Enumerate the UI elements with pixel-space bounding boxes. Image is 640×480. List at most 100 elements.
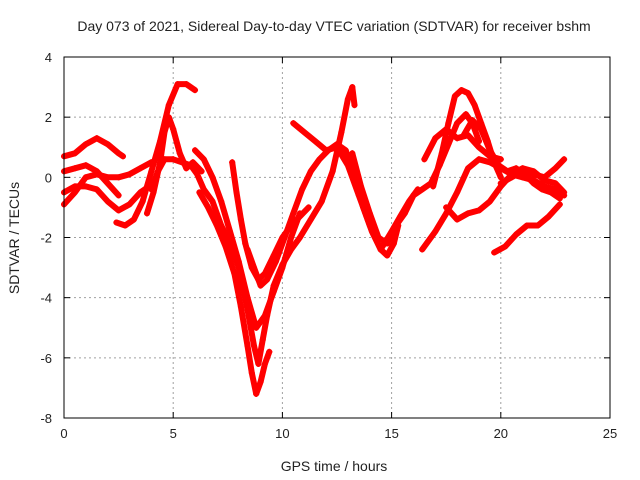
data-point bbox=[545, 213, 552, 220]
data-point bbox=[338, 129, 345, 136]
data-point bbox=[154, 168, 161, 175]
data-point bbox=[104, 198, 111, 205]
data-point bbox=[170, 156, 177, 163]
data-point bbox=[377, 246, 384, 253]
data-point bbox=[237, 216, 244, 223]
y-tick-label: 4 bbox=[45, 50, 52, 65]
series-line bbox=[113, 81, 198, 229]
data-point bbox=[104, 141, 111, 148]
series-5 bbox=[113, 81, 199, 229]
data-point bbox=[502, 243, 509, 250]
data-point bbox=[205, 204, 212, 211]
data-point bbox=[460, 132, 467, 139]
data-point bbox=[137, 165, 144, 172]
data-point bbox=[290, 120, 297, 127]
data-point bbox=[541, 174, 548, 181]
data-point bbox=[196, 189, 203, 196]
series-4 bbox=[61, 159, 155, 208]
data-point bbox=[344, 96, 351, 103]
data-point bbox=[465, 210, 472, 217]
data-point bbox=[93, 135, 100, 142]
data-point bbox=[497, 174, 504, 181]
y-axis-label: SDTVAR / TECUs bbox=[6, 182, 22, 294]
data-point bbox=[281, 234, 288, 241]
data-point bbox=[257, 282, 264, 289]
data-point bbox=[288, 234, 295, 241]
data-point bbox=[432, 228, 439, 235]
data-point bbox=[524, 222, 531, 229]
chart-title: Day 073 of 2021, Sidereal Day-to-day VTE… bbox=[77, 18, 590, 34]
data-point bbox=[486, 147, 493, 154]
data-point bbox=[445, 120, 452, 127]
data-point bbox=[305, 204, 312, 211]
data-point bbox=[143, 210, 150, 217]
data-point bbox=[556, 195, 563, 202]
data-point bbox=[552, 180, 559, 187]
data-point bbox=[349, 84, 356, 91]
data-point bbox=[366, 210, 373, 217]
data-point bbox=[209, 174, 216, 181]
x-tick-labels: 0 5 10 15 20 25 bbox=[60, 426, 617, 441]
data-point bbox=[192, 87, 199, 94]
data-point bbox=[71, 150, 78, 157]
data-point bbox=[115, 150, 122, 157]
data-point bbox=[349, 150, 356, 157]
data-point bbox=[299, 186, 306, 193]
data-point bbox=[266, 348, 273, 355]
data-point bbox=[82, 174, 89, 181]
data-point bbox=[194, 171, 201, 178]
y-tick-label: 2 bbox=[45, 110, 52, 125]
data-point bbox=[504, 168, 511, 175]
data-point bbox=[261, 312, 268, 319]
data-point bbox=[270, 288, 277, 295]
data-point bbox=[192, 147, 199, 154]
data-point bbox=[209, 198, 216, 205]
data-point bbox=[200, 156, 207, 163]
data-point bbox=[462, 111, 469, 118]
data-point bbox=[222, 243, 229, 250]
data-point bbox=[248, 369, 255, 376]
data-point bbox=[200, 186, 207, 193]
data-point bbox=[170, 126, 177, 133]
series-line bbox=[349, 111, 482, 247]
data-point bbox=[497, 180, 504, 187]
data-point bbox=[410, 192, 417, 199]
data-point bbox=[316, 156, 323, 163]
data-point bbox=[561, 156, 568, 163]
data-point bbox=[390, 240, 397, 247]
data-point bbox=[187, 162, 194, 169]
y-tick-label: -6 bbox=[40, 351, 52, 366]
data-point bbox=[458, 87, 465, 94]
data-point bbox=[183, 81, 190, 88]
data-point bbox=[178, 159, 185, 166]
data-point bbox=[126, 201, 133, 208]
data-point bbox=[233, 189, 240, 196]
data-point bbox=[323, 147, 330, 154]
data-point bbox=[272, 258, 279, 265]
data-point bbox=[312, 138, 319, 145]
data-point bbox=[419, 186, 426, 193]
series-13 bbox=[349, 111, 482, 247]
data-point bbox=[213, 222, 220, 229]
data-point bbox=[384, 240, 391, 247]
data-point bbox=[231, 270, 238, 277]
data-point bbox=[454, 120, 461, 127]
data-point bbox=[307, 168, 314, 175]
data-point bbox=[161, 129, 168, 136]
data-point bbox=[82, 141, 89, 148]
x-tick-label: 10 bbox=[275, 426, 289, 441]
data-point bbox=[471, 102, 478, 109]
series-8 bbox=[196, 189, 273, 397]
data-point bbox=[296, 213, 303, 220]
data-point bbox=[475, 156, 482, 163]
data-point bbox=[475, 207, 482, 214]
data-point bbox=[392, 222, 399, 229]
series-19 bbox=[491, 201, 563, 256]
y-tick-label: -4 bbox=[40, 291, 52, 306]
data-point bbox=[421, 156, 428, 163]
data-point bbox=[548, 189, 555, 196]
y-tick-label: -8 bbox=[40, 411, 52, 426]
data-point bbox=[198, 168, 205, 175]
